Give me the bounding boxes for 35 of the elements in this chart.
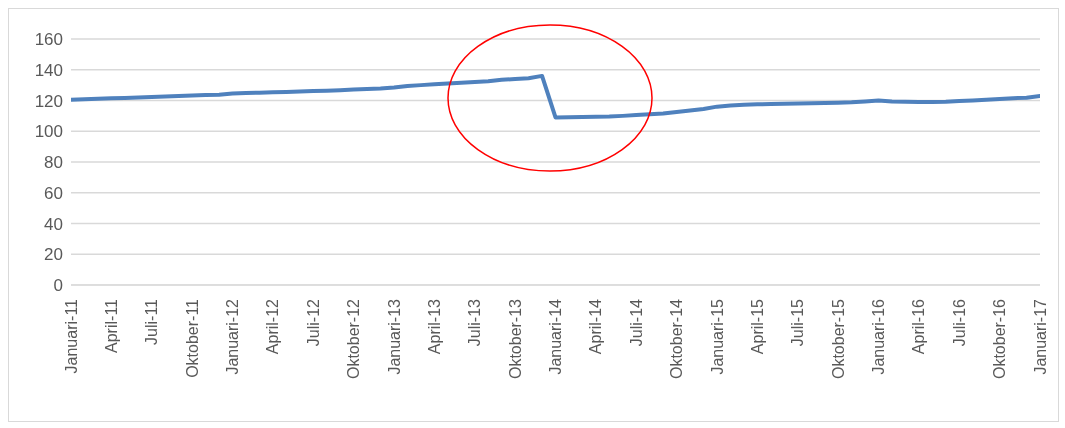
x-tick-label: Juli-15 bbox=[789, 298, 807, 347]
y-tick-label: 120 bbox=[34, 91, 63, 111]
x-tick-label: Januari-13 bbox=[385, 298, 403, 375]
x-tick-label: Oktober-16 bbox=[991, 298, 1009, 380]
y-tick-label: 160 bbox=[34, 30, 63, 50]
x-tick-label: Oktober-15 bbox=[829, 298, 847, 380]
x-tick-label: Januari-16 bbox=[870, 298, 887, 375]
x-tick-label: Juli-14 bbox=[627, 298, 645, 347]
x-tick-label: Januari-12 bbox=[224, 298, 241, 375]
x-tick-label: April-12 bbox=[264, 298, 282, 355]
x-tick-label: Juli-16 bbox=[950, 298, 968, 347]
x-tick-label: April-11 bbox=[102, 298, 120, 353]
x-tick-label: April-13 bbox=[425, 298, 443, 355]
y-tick-label: 20 bbox=[44, 245, 63, 265]
y-tick-label: 0 bbox=[53, 276, 63, 296]
x-tick-label: Januari-17 bbox=[1031, 298, 1049, 375]
x-tick-label: Oktober-11 bbox=[183, 298, 201, 378]
x-tick-label: Juli-12 bbox=[304, 298, 322, 347]
x-tick-label: Oktober-13 bbox=[506, 298, 524, 380]
y-tick-label: 60 bbox=[44, 183, 63, 203]
x-tick-label: Januari-14 bbox=[547, 298, 564, 375]
y-tick-label: 140 bbox=[34, 60, 63, 80]
x-tick-label: Juli-13 bbox=[466, 298, 484, 347]
x-tick-label: April-14 bbox=[587, 298, 605, 355]
y-tick-label: 40 bbox=[44, 214, 63, 234]
x-tick-label: Januari-11 bbox=[62, 298, 80, 374]
x-tick-label: Juli-11 bbox=[143, 298, 161, 345]
x-tick-label: Januari-15 bbox=[708, 298, 726, 375]
x-tick-label: April-16 bbox=[910, 298, 928, 355]
line-series bbox=[71, 73, 1040, 120]
y-tick-label: 100 bbox=[34, 122, 63, 142]
x-tick-label: April-15 bbox=[748, 298, 766, 355]
x-tick-label: Oktober-14 bbox=[668, 298, 686, 380]
y-tick-label: 80 bbox=[44, 153, 63, 173]
x-tick-label: Oktober-12 bbox=[345, 298, 363, 380]
